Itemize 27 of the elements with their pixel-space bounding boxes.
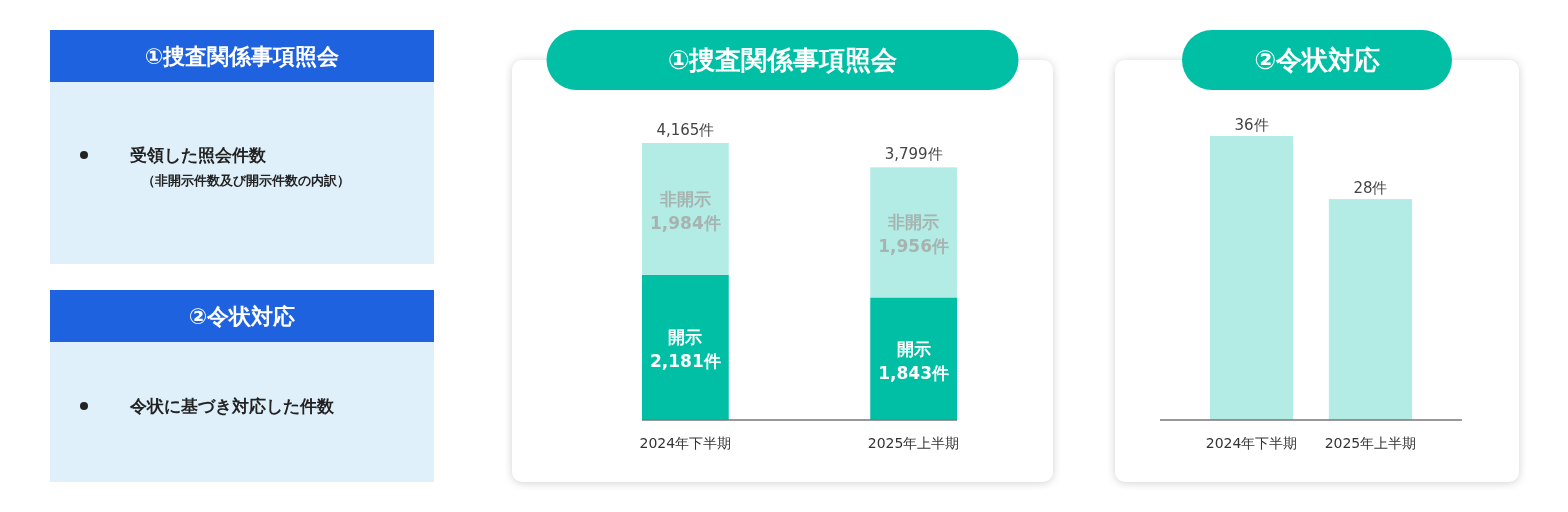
data-label: 28件	[1353, 179, 1388, 198]
text: 非開示	[888, 212, 940, 233]
series-label: 非開示	[658, 188, 711, 209]
bar	[642, 143, 729, 275]
bar	[870, 167, 957, 298]
data-label: 1,984件	[649, 212, 721, 233]
bar	[642, 274, 729, 420]
series-label: 開示	[668, 327, 703, 348]
data-label: 36件	[1234, 116, 1269, 134]
x-tick-label: 2025年上半期	[1324, 435, 1417, 451]
text: （非開示件数及び開示件数の内訳）	[142, 173, 350, 188]
x-tick-label: 2024年下半期	[639, 435, 732, 451]
text: 開示	[896, 338, 931, 359]
bar	[870, 297, 957, 420]
data-label: 1,843件	[878, 362, 950, 383]
text: ①捜査関係事項照会	[144, 44, 341, 69]
total-label: 3,799件	[884, 145, 943, 164]
data-label: 2,181件	[649, 351, 721, 372]
total-label: 4,165件	[656, 121, 715, 139]
chart-title: ②令状対応	[1253, 45, 1381, 75]
text: 令状に基づき対応した件数	[129, 396, 335, 416]
x-tick-label: 2024年下半期	[1205, 435, 1298, 451]
text: 受領した照会件数	[130, 145, 267, 165]
chart-title: ①捜査関係事項照会	[667, 45, 898, 75]
x-tick-label: 2025年上半期	[867, 435, 960, 451]
text: ②令状対応	[188, 304, 296, 329]
data-label: 1,956件	[878, 236, 950, 257]
